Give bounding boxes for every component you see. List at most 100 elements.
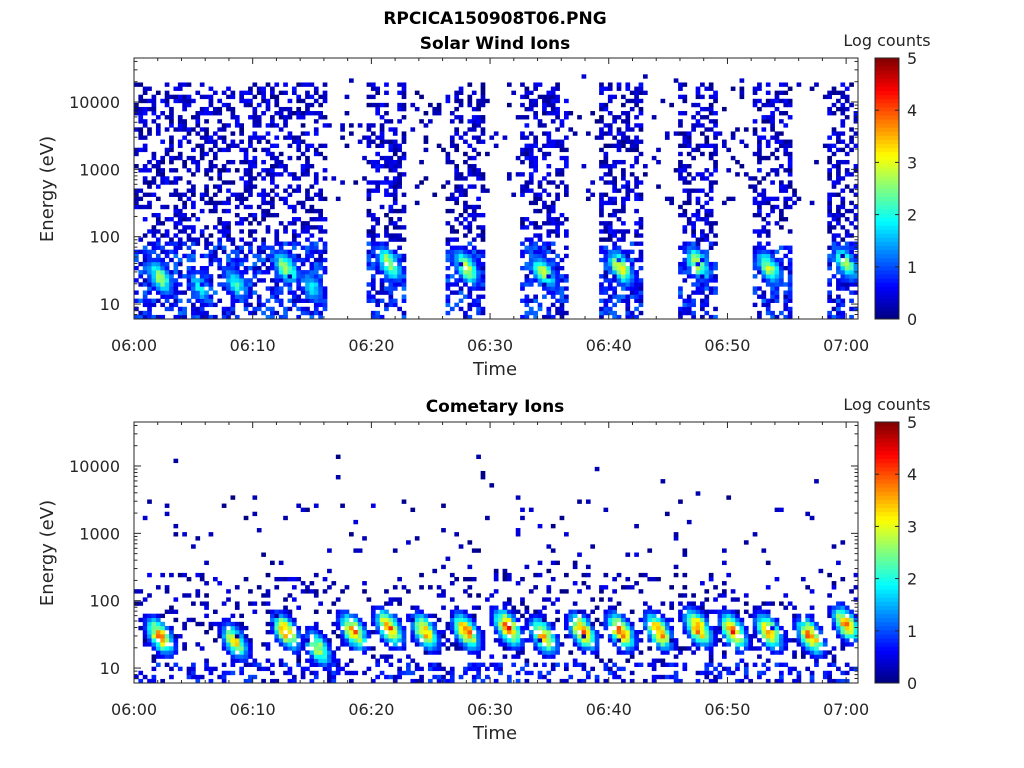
heatmap-cell [309,253,315,259]
heatmap-cell [686,139,692,144]
heatmap-cell [612,245,617,250]
heatmap-cell [309,184,315,189]
heatmap-cell [621,617,626,623]
heatmap-cell [704,127,710,132]
heatmap-cell [414,642,420,647]
heatmap-cell [278,196,284,202]
heatmap-cell [226,597,231,602]
heatmap-cell [704,642,710,647]
heatmap-cell [283,164,288,169]
heatmap-cell [344,638,350,643]
heatmap-cell [173,642,179,647]
heatmap-cell [669,585,675,590]
heatmap-cell [454,98,460,104]
heatmap-cell [612,642,617,647]
heatmap-cell [331,674,337,680]
heatmap-cell [252,662,258,667]
heatmap-cell [445,638,451,643]
heatmap-cell [476,106,481,112]
heatmap-cell [155,617,161,623]
heatmap-cell [177,237,183,242]
heatmap-cell [305,245,310,250]
heatmap-cell [765,90,771,96]
heatmap-cell [559,515,565,521]
colorbar-swatch [875,58,899,63]
heatmap-cell [243,646,249,651]
heatmap-cell [366,666,372,672]
heatmap-cell [489,609,495,614]
heatmap-cell [559,314,565,320]
heatmap-cell [836,241,841,246]
heatmap-cell [590,625,596,631]
heatmap-cell [542,102,547,108]
heatmap-cell [827,314,832,320]
heatmap-cell [678,168,683,173]
heatmap-cell [836,131,841,136]
heatmap-cell [208,94,214,100]
heatmap-cell [278,278,284,283]
heatmap-cell [401,135,407,140]
heatmap-cell [546,164,552,169]
heatmap-cell [770,265,775,271]
heatmap-cell [344,629,350,635]
heatmap-cell [283,597,288,602]
heatmap-cell [397,597,402,602]
heatmap-cell [660,646,666,651]
heatmap-cell [511,625,517,631]
heatmap-cell [445,670,451,676]
heatmap-cell [384,164,389,169]
heatmap-cell [384,286,389,291]
heatmap-cell [270,168,275,173]
heatmap-cell [252,131,258,136]
heatmap-cell [134,147,139,153]
heatmap-cell [454,257,460,263]
heatmap-cell [252,290,258,295]
heatmap-cell [849,274,854,279]
heatmap-cell [204,225,209,230]
heatmap-cell [621,274,626,279]
heatmap-cell [537,621,543,627]
heatmap-cell [471,576,477,582]
heatmap-cell [827,253,832,259]
heatmap-cell [550,650,556,655]
heatmap-cell [458,646,464,651]
heatmap-cell [634,629,639,635]
heatmap-cell [774,286,780,291]
heatmap-cell [779,274,784,279]
heatmap-cell [230,139,236,144]
heatmap-cell [331,629,337,635]
heatmap-cell [142,106,148,112]
heatmap-cell [476,139,481,144]
heatmap-cell [305,111,310,116]
heatmap-cell [546,241,552,246]
heatmap-cell [256,123,262,128]
heatmap-cell [840,286,846,291]
heatmap-cell [278,662,284,667]
heatmap-cell [155,184,161,189]
heatmap-cell [555,270,560,275]
heatmap-cell [147,261,152,267]
heatmap-cell [463,204,468,210]
heatmap-cell [493,131,499,136]
heatmap-cell [476,225,481,230]
heatmap-cell [401,237,407,242]
heatmap-cell [704,249,710,255]
heatmap-cell [173,155,179,161]
heatmap-cell [550,666,556,672]
heatmap-cell [147,678,152,684]
heatmap-cell [550,98,556,104]
heatmap-cell [226,261,231,267]
heatmap-cell [366,634,372,639]
heatmap-cell [397,576,402,582]
heatmap-cell [476,151,481,157]
heatmap-cell [542,249,547,255]
heatmap-cell [208,278,214,283]
heatmap-cell [427,119,433,124]
colorbar-swatch [875,111,899,116]
heatmap-cell [226,286,231,291]
heatmap-cell [375,613,381,619]
heatmap-cell [528,143,534,149]
heatmap-cell [309,298,315,303]
heatmap-cell [467,650,473,655]
heatmap-cell [283,646,288,651]
